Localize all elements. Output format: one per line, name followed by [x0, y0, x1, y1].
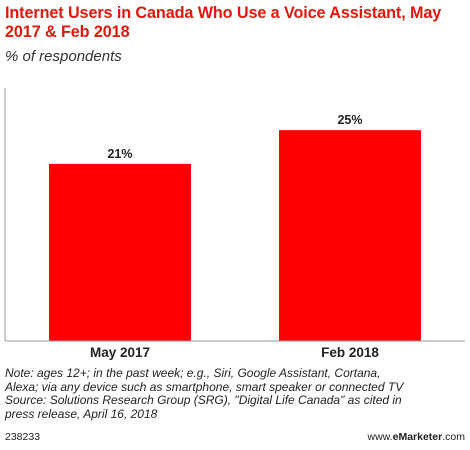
- source-line: Source: Solutions Research Group (SRG), …: [5, 393, 402, 408]
- chart-title: Internet Users in Canada Who Use a Voice…: [5, 4, 442, 41]
- brand-name: eMarketer: [392, 431, 443, 443]
- note-line: Note: ages 12+; in the past week; e.g., …: [5, 366, 381, 380]
- chart-notes: Note: ages 12+; in the past week; e.g., …: [5, 366, 467, 421]
- data-label: 25%: [337, 113, 362, 127]
- brand-suffix: .com: [442, 431, 465, 443]
- brand-prefix: www.: [367, 431, 393, 443]
- x-tick-label: Feb 2018: [321, 345, 379, 360]
- bar-may-2017: [49, 163, 191, 341]
- chart-subtitle: % of respondents: [5, 48, 122, 65]
- source-line: press release, April 16, 2018: [5, 406, 158, 421]
- bars-layer: 21% May 2017 25% Feb 2018: [49, 113, 421, 360]
- brand-logo: www.eMarketer.com: [368, 431, 465, 443]
- x-tick-label: May 2017: [90, 345, 150, 360]
- note-line: Alexa; via any device such as smartphone…: [5, 379, 404, 394]
- data-label: 21%: [107, 147, 132, 161]
- chart-id: 238233: [5, 431, 41, 443]
- bar-feb-2018: [279, 130, 421, 341]
